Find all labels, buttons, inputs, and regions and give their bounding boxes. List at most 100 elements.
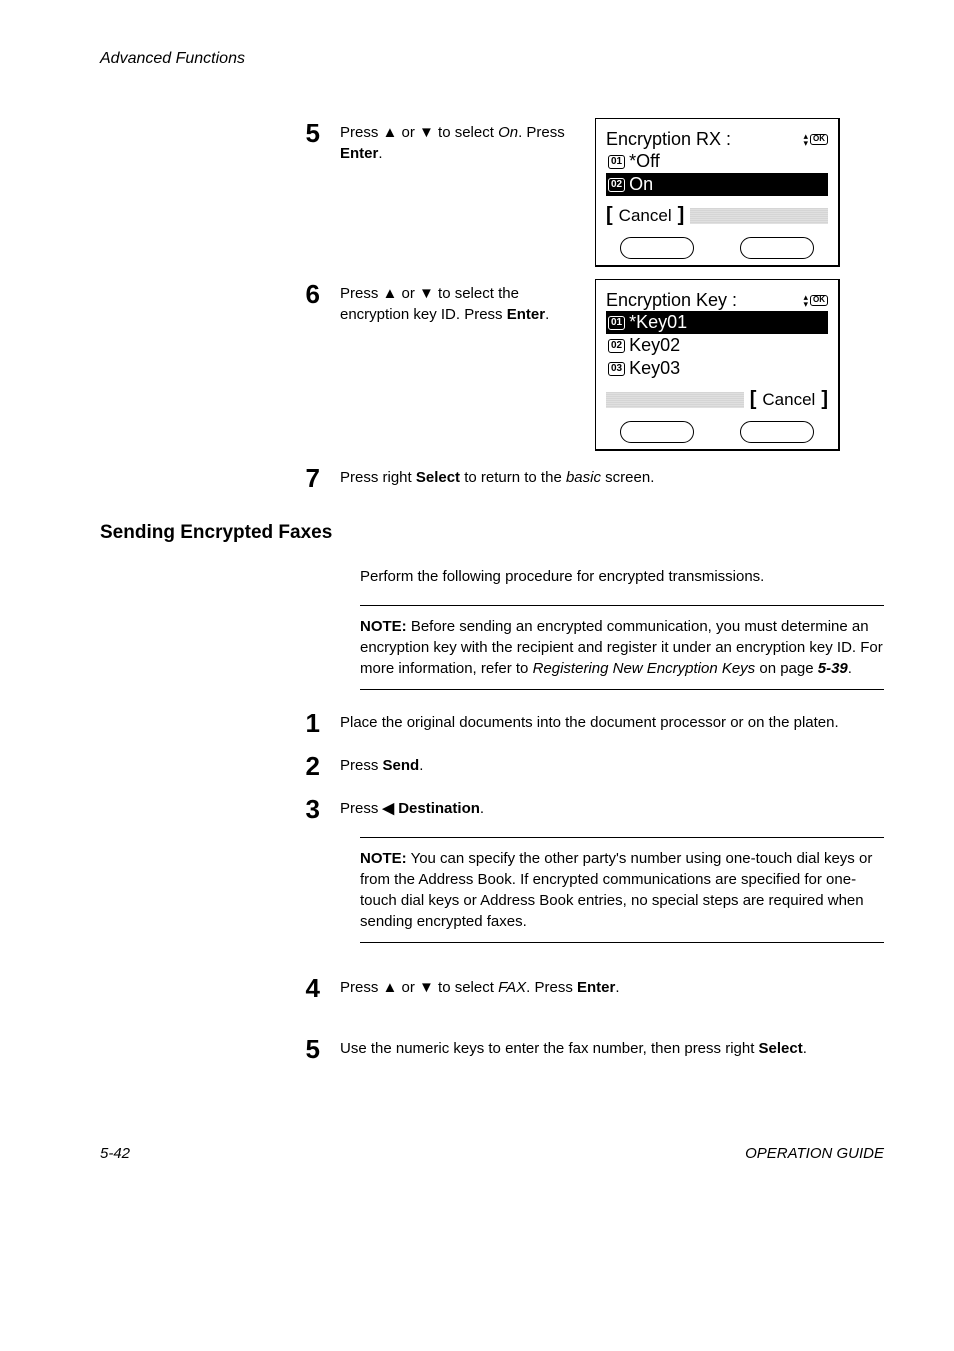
gray-bar [606,392,744,408]
step-3-row: 3 Press ◀ Destination. [100,794,884,825]
text-italic: basic [566,469,601,486]
lcd-option-key02[interactable]: 02 Key02 [606,334,828,357]
step-number: 1 [280,708,340,739]
softkey-cancel[interactable]: Cancel [762,390,815,410]
step-number: 7 [280,463,340,494]
softkey-cancel[interactable]: Cancel [619,206,672,226]
text-bold: Enter [577,979,615,996]
option-number: 03 [608,362,625,376]
text-fragment: Press ▲ or ▼ to select [340,124,498,141]
page-number: 5-42 [100,1145,130,1162]
softkey-row: [ Cancel ] [606,388,828,411]
note-box-1: NOTE: Before sending an encrypted commun… [360,605,884,690]
text-bold: Select [759,1040,803,1057]
step-1-text: Place the original documents into the do… [340,708,884,733]
lcd-panel-encryption-key: Encryption Key : OK 01 *Key01 02 Key02 03… [595,279,840,451]
lcd-option-on-selected[interactable]: 02 On [606,173,828,196]
guide-label: OPERATION GUIDE [745,1145,884,1162]
text-fragment: . Press [526,979,577,996]
step-number: 5 [280,1034,340,1065]
text-bold: Enter [340,145,378,162]
text-bold: ◀ Destination [383,800,480,817]
text-fragment: . [615,979,619,996]
lcd-title: Encryption RX : [606,129,731,150]
running-header: Advanced Functions [100,50,884,68]
option-label: Key03 [629,358,680,379]
text-bold: Select [416,469,460,486]
lcd-option-off[interactable]: 01 *Off [606,150,828,173]
text-fragment: Press ▲ or ▼ to select the encryption ke… [340,285,519,323]
text-fragment: . [419,757,423,774]
ok-indicator: OK [803,132,828,148]
option-label: On [629,174,653,195]
text-fragment: on page [755,660,818,677]
text-fragment: . [848,660,852,677]
lcd-title: Encryption Key : [606,290,737,311]
right-soft-button[interactable] [740,237,814,259]
step-number: 2 [280,751,340,782]
step-5-row: 5 Press ▲ or ▼ to select On. Press Enter… [100,118,884,267]
step-5b-text: Use the numeric keys to enter the fax nu… [340,1034,884,1059]
gray-bar [690,208,828,224]
step-2-row: 2 Press Send. [100,751,884,782]
lcd-option-key03[interactable]: 03 Key03 [606,357,828,380]
step-number: 4 [280,973,340,1004]
step-2-text: Press Send. [340,751,884,776]
step-6-row: 6 Press ▲ or ▼ to select the encryption … [100,279,884,451]
bracket-right-icon: ] [821,388,828,411]
step-number: 5 [280,118,340,149]
option-number: 01 [608,155,625,169]
text-italic: Registering New Encryption Keys [533,660,756,677]
text-fragment: . [545,306,549,323]
text-fragment: Press ▲ or ▼ to select [340,979,498,996]
left-soft-button[interactable] [620,421,694,443]
option-number: 01 [608,316,625,330]
button-row [606,421,828,443]
step-6-text: Press ▲ or ▼ to select the encryption ke… [340,279,575,325]
lcd-panel-encryption-rx: Encryption RX : OK 01 *Off 02 On [ Cancel… [595,118,840,267]
softkey-row: [ Cancel ] [606,204,828,227]
text-fragment: . [378,145,382,162]
step-4-row: 4 Press ▲ or ▼ to select FAX. Press Ente… [100,973,884,1004]
note-label: NOTE: [360,850,407,867]
note-label: NOTE: [360,618,407,635]
text-fragment: Use the numeric keys to enter the fax nu… [340,1040,759,1057]
text-fragment: . [803,1040,807,1057]
lcd-option-key01-selected[interactable]: 01 *Key01 [606,311,828,334]
bracket-right-icon: ] [678,204,685,227]
page: Advanced Functions 5 Press ▲ or ▼ to sel… [0,0,954,1202]
intro-paragraph: Perform the following procedure for encr… [360,566,884,587]
text-italic: On [498,124,518,141]
option-number: 02 [608,178,625,192]
option-label: *Key01 [629,312,687,333]
text-fragment: . [480,800,484,817]
page-ref: 5-39 [818,660,848,677]
text-fragment: You can specify the other party's number… [360,850,872,930]
step-5b-row: 5 Use the numeric keys to enter the fax … [100,1034,884,1065]
button-row [606,237,828,259]
section-heading: Sending Encrypted Faxes [100,522,884,544]
text-fragment: Press [340,800,383,817]
step-3-text: Press ◀ Destination. [340,794,884,819]
left-soft-button[interactable] [620,237,694,259]
text-fragment: to return to the [460,469,566,486]
page-footer: 5-42 OPERATION GUIDE [100,1145,884,1162]
step-5-text: Press ▲ or ▼ to select On. Press Enter. [340,118,575,164]
ok-icon: OK [810,295,828,306]
text-fragment: Press [340,757,383,774]
step-7-row: 7 Press right Select to return to the ba… [100,463,884,494]
bracket-left-icon: [ [750,388,757,411]
bracket-left-icon: [ [606,204,613,227]
text-bold: Send [383,757,420,774]
step-1-row: 1 Place the original documents into the … [100,708,884,739]
updown-arrows-icon [803,132,808,148]
step-4-text: Press ▲ or ▼ to select FAX. Press Enter. [340,973,884,998]
right-soft-button[interactable] [740,421,814,443]
option-number: 02 [608,339,625,353]
option-label: *Off [629,151,660,172]
text-fragment: Press right [340,469,416,486]
text-italic: FAX [498,979,526,996]
step-number: 3 [280,794,340,825]
ok-indicator: OK [803,293,828,309]
updown-arrows-icon [803,293,808,309]
